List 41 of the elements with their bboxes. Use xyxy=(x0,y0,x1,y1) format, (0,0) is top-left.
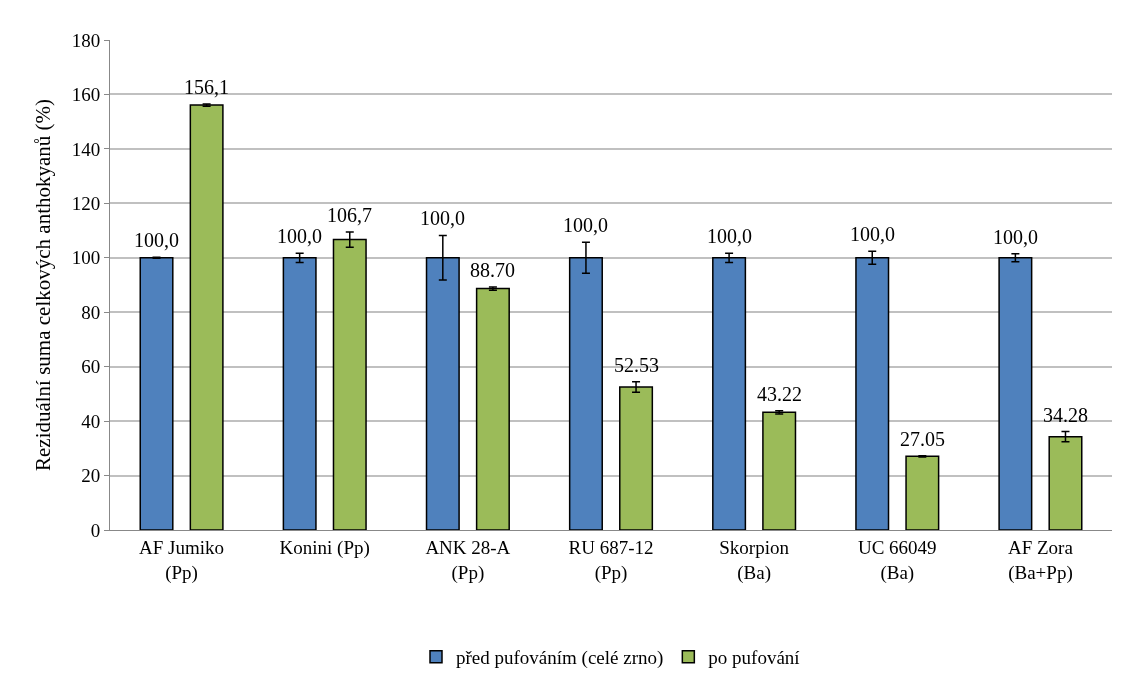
y-tick-label: 120 xyxy=(71,192,101,214)
y-tick-label: 0 xyxy=(90,519,101,541)
bar xyxy=(475,287,510,530)
data-label: 88.70 xyxy=(470,259,515,281)
y-tick-label: 180 xyxy=(71,29,101,51)
x-tick-label: RU 687-12 (Pp) xyxy=(568,536,654,584)
x-tick-label: ANK 28-A (Pp) xyxy=(425,536,511,584)
y-tick-label: 100 xyxy=(71,247,101,269)
data-label: 100,0 xyxy=(993,226,1038,248)
bar xyxy=(139,257,174,530)
x-tick-label: AF Zora (Ba+Pp) xyxy=(1007,536,1074,584)
bar xyxy=(762,411,797,530)
x-tick-label: UC 66049 (Ba) xyxy=(857,536,937,584)
legend-label: před pufováním (celé zrno) xyxy=(456,647,664,670)
y-axis-title: Reziduální suma celkových anthokyanů (%) xyxy=(30,98,55,472)
data-label: 106,7 xyxy=(327,204,372,226)
bar xyxy=(1048,435,1083,530)
x-tick-label: AF Jumiko (Pp) xyxy=(139,536,225,584)
data-label: 100,0 xyxy=(563,214,608,236)
x-tick-label: Skorpion (Ba) xyxy=(719,536,790,584)
y-tick-label: 40 xyxy=(81,410,101,432)
data-label: 100,0 xyxy=(277,225,322,247)
data-label: 156,1 xyxy=(184,76,229,98)
y-tick-label: 20 xyxy=(81,465,101,487)
data-label: 52.53 xyxy=(614,354,659,376)
x-tick-label: Konini (Pp) xyxy=(279,536,370,559)
y-tick-label: 140 xyxy=(71,138,101,160)
bar xyxy=(998,257,1033,530)
y-tick-label: 160 xyxy=(71,84,101,106)
data-label: 34.28 xyxy=(1043,404,1088,426)
bar xyxy=(189,104,224,530)
data-label: 100,0 xyxy=(134,229,179,251)
y-tick-label: 60 xyxy=(81,356,101,378)
data-label: 27.05 xyxy=(900,428,945,450)
data-label: 100,0 xyxy=(850,223,895,245)
data-label: 100,0 xyxy=(707,225,752,247)
data-label: 100,0 xyxy=(420,207,465,229)
y-tick-label: 80 xyxy=(81,301,101,323)
legend-label: po pufování xyxy=(708,647,801,669)
bar xyxy=(905,455,940,530)
data-label: 43.22 xyxy=(757,383,802,405)
